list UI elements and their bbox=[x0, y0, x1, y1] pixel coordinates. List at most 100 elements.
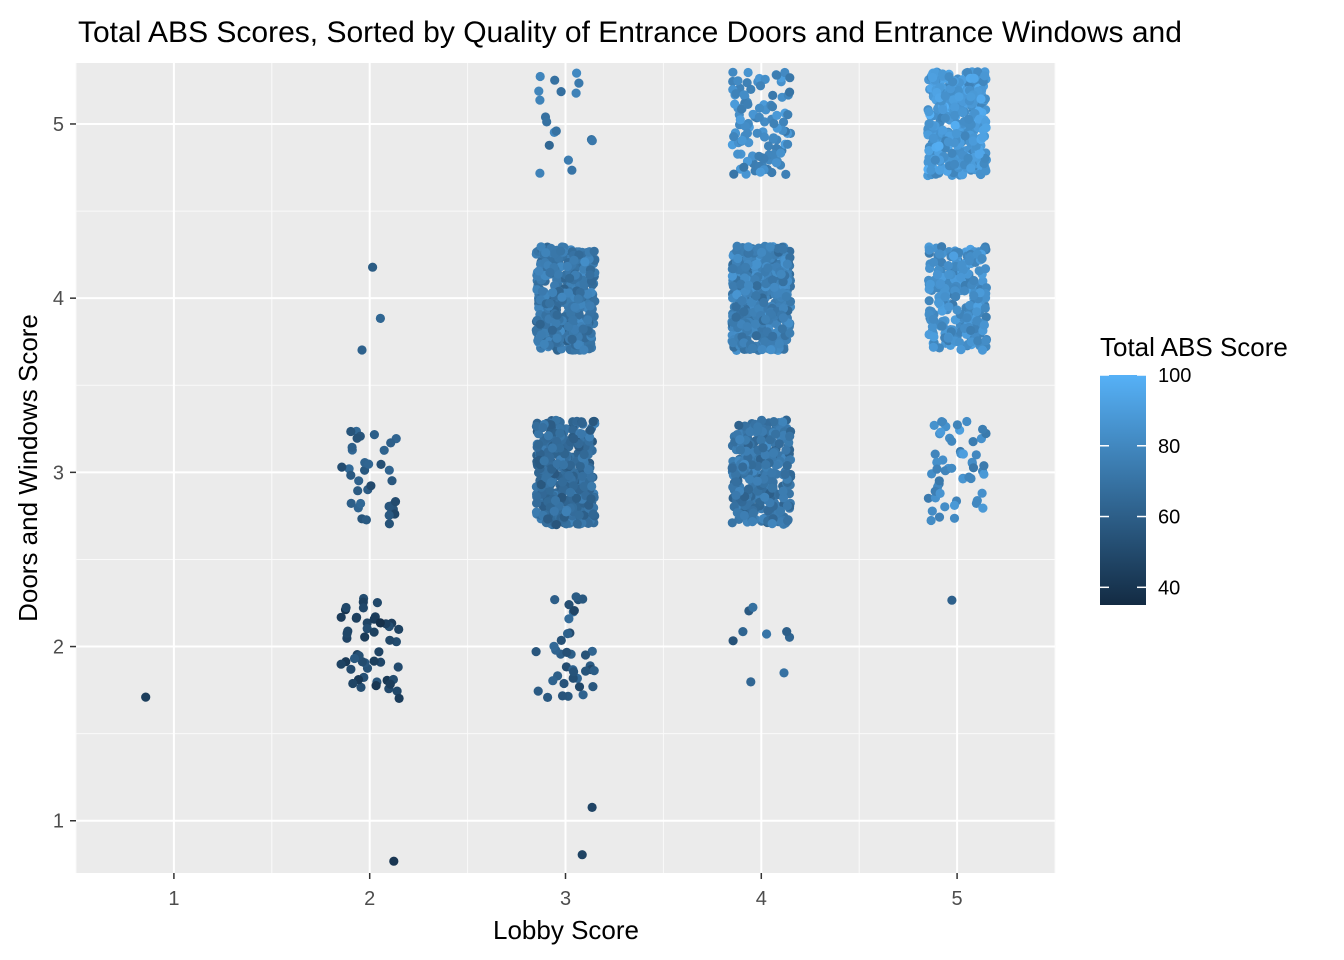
data-point bbox=[980, 264, 991, 274]
data-point bbox=[385, 635, 395, 645]
data-point bbox=[748, 602, 758, 613]
data-point bbox=[569, 434, 579, 444]
data-point bbox=[979, 461, 989, 471]
data-point bbox=[387, 476, 397, 486]
data-point bbox=[546, 477, 556, 487]
data-point bbox=[952, 420, 963, 430]
data-point bbox=[947, 148, 957, 158]
data-point bbox=[977, 254, 987, 264]
data-point bbox=[589, 666, 599, 676]
data-point bbox=[587, 136, 597, 146]
data-point bbox=[543, 692, 553, 703]
data-point bbox=[785, 73, 795, 83]
data-point bbox=[962, 416, 972, 427]
data-point bbox=[574, 510, 584, 520]
data-point bbox=[947, 463, 957, 473]
data-point bbox=[375, 618, 385, 628]
data-point bbox=[583, 289, 593, 299]
data-point bbox=[940, 91, 950, 101]
data-point bbox=[346, 426, 356, 437]
data-point bbox=[374, 647, 384, 657]
data-point bbox=[534, 266, 544, 276]
data-point bbox=[741, 262, 751, 272]
data-point bbox=[562, 647, 572, 658]
data-point bbox=[927, 506, 937, 516]
data-point bbox=[780, 469, 790, 479]
data-point bbox=[748, 508, 758, 518]
data-point bbox=[727, 518, 737, 528]
data-point bbox=[779, 668, 789, 678]
data-point bbox=[564, 471, 574, 481]
data-point bbox=[728, 264, 738, 274]
data-point bbox=[577, 471, 588, 481]
data-point bbox=[550, 495, 561, 506]
data-point bbox=[346, 470, 356, 480]
data-point bbox=[568, 315, 578, 325]
data-point bbox=[349, 653, 360, 664]
data-point bbox=[551, 318, 561, 328]
data-point bbox=[775, 506, 786, 516]
y-axis: 1 2 3 4 5 bbox=[53, 114, 76, 833]
data-point bbox=[971, 450, 981, 460]
data-point bbox=[588, 417, 598, 427]
data-point bbox=[564, 614, 574, 624]
data-point bbox=[783, 516, 793, 526]
data-point bbox=[546, 420, 556, 430]
data-point bbox=[729, 132, 739, 142]
data-point bbox=[936, 427, 946, 437]
data-point bbox=[781, 445, 791, 455]
data-point bbox=[356, 498, 366, 509]
data-point bbox=[966, 325, 976, 335]
data-point bbox=[769, 118, 779, 129]
data-point bbox=[568, 425, 578, 435]
data-point bbox=[932, 457, 942, 467]
data-point bbox=[767, 275, 778, 285]
data-point bbox=[545, 298, 555, 308]
data-point bbox=[552, 333, 562, 343]
data-point bbox=[972, 307, 982, 317]
data-point bbox=[555, 443, 565, 453]
data-point bbox=[372, 598, 382, 608]
data-point bbox=[728, 281, 739, 291]
data-point bbox=[935, 488, 945, 498]
y-tick-label: 4 bbox=[53, 288, 64, 310]
data-point bbox=[774, 339, 785, 349]
data-point bbox=[742, 322, 752, 332]
data-point bbox=[783, 110, 793, 120]
data-point bbox=[579, 345, 589, 355]
x-axis: 1 2 3 4 5 bbox=[168, 873, 963, 910]
data-point bbox=[737, 296, 747, 306]
data-point bbox=[376, 459, 386, 469]
data-point bbox=[969, 275, 979, 286]
data-point bbox=[536, 330, 546, 340]
data-point bbox=[360, 632, 370, 642]
data-point bbox=[348, 678, 358, 689]
data-point bbox=[575, 461, 585, 471]
data-point bbox=[369, 627, 379, 637]
data-point bbox=[947, 436, 957, 446]
legend-label: 80 bbox=[1158, 436, 1180, 458]
data-point bbox=[771, 158, 782, 168]
data-point bbox=[760, 492, 770, 502]
data-point bbox=[737, 135, 747, 145]
data-point bbox=[768, 448, 779, 458]
data-point bbox=[586, 494, 596, 504]
data-point bbox=[934, 512, 945, 522]
data-point bbox=[932, 464, 942, 474]
data-point bbox=[746, 84, 756, 94]
data-point bbox=[783, 139, 793, 149]
data-point bbox=[534, 439, 544, 449]
data-point bbox=[758, 443, 768, 453]
data-point bbox=[739, 162, 749, 172]
data-point bbox=[743, 67, 753, 78]
data-point bbox=[747, 343, 758, 353]
data-point bbox=[761, 460, 771, 470]
data-point bbox=[727, 271, 738, 281]
data-point bbox=[743, 242, 753, 252]
data-point bbox=[747, 460, 757, 470]
data-point bbox=[583, 315, 593, 325]
data-point bbox=[925, 279, 935, 289]
data-point bbox=[755, 81, 766, 91]
data-point bbox=[563, 155, 574, 165]
data-point bbox=[569, 255, 579, 265]
